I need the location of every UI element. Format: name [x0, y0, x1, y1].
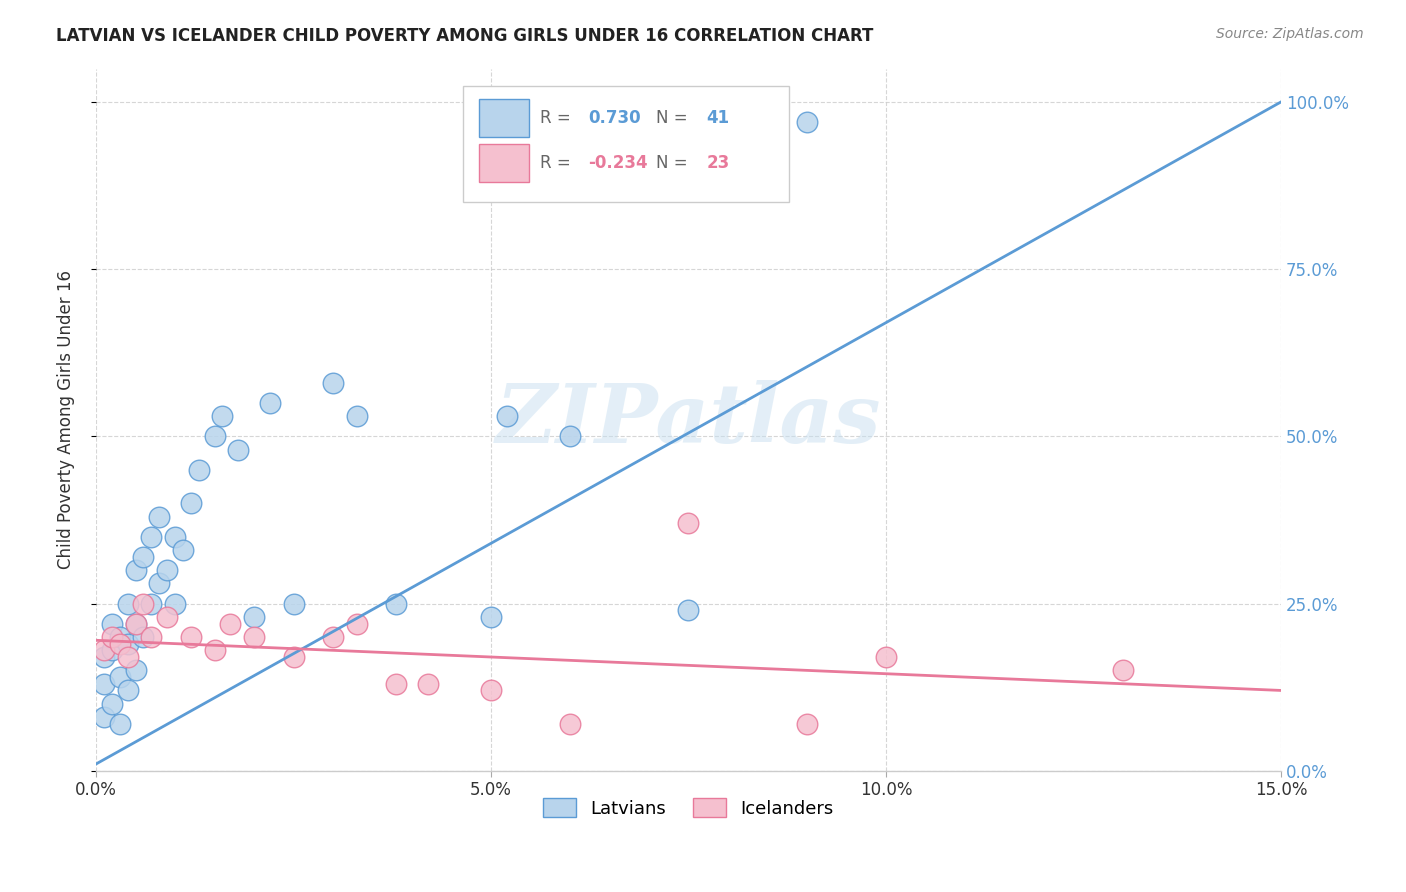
Point — [204, 429, 226, 443]
Point — [132, 630, 155, 644]
Point — [283, 597, 305, 611]
Point — [211, 409, 233, 424]
Text: -0.234: -0.234 — [588, 154, 647, 172]
Point — [180, 496, 202, 510]
Point — [322, 376, 344, 390]
Text: R =: R = — [540, 154, 576, 172]
Point — [796, 115, 818, 129]
Point — [101, 643, 124, 657]
Point — [163, 597, 186, 611]
Point — [124, 563, 146, 577]
Point — [346, 409, 368, 424]
FancyBboxPatch shape — [479, 145, 529, 182]
Point — [117, 683, 139, 698]
Point — [678, 516, 700, 531]
Point — [226, 442, 249, 457]
Y-axis label: Child Poverty Among Girls Under 16: Child Poverty Among Girls Under 16 — [58, 270, 75, 569]
Point — [495, 409, 517, 424]
FancyBboxPatch shape — [479, 99, 529, 136]
Point — [219, 616, 242, 631]
Point — [322, 630, 344, 644]
Point — [93, 677, 115, 691]
Text: Source: ZipAtlas.com: Source: ZipAtlas.com — [1216, 27, 1364, 41]
Text: LATVIAN VS ICELANDER CHILD POVERTY AMONG GIRLS UNDER 16 CORRELATION CHART: LATVIAN VS ICELANDER CHILD POVERTY AMONG… — [56, 27, 873, 45]
Point — [796, 717, 818, 731]
Text: 23: 23 — [706, 154, 730, 172]
Point — [172, 543, 194, 558]
Point — [101, 630, 124, 644]
Point — [141, 530, 163, 544]
Point — [558, 717, 581, 731]
Point — [479, 610, 502, 624]
Point — [101, 616, 124, 631]
Point — [141, 630, 163, 644]
Text: 0.730: 0.730 — [588, 109, 640, 127]
Point — [156, 610, 179, 624]
Point — [148, 576, 170, 591]
Point — [558, 429, 581, 443]
Point — [204, 643, 226, 657]
Point — [141, 597, 163, 611]
Point — [117, 597, 139, 611]
Text: ZIPatlas: ZIPatlas — [496, 380, 882, 459]
Point — [108, 717, 131, 731]
Point — [117, 650, 139, 665]
Point — [187, 463, 209, 477]
Point — [1112, 664, 1135, 678]
Point — [132, 597, 155, 611]
Text: N =: N = — [657, 154, 693, 172]
Point — [124, 616, 146, 631]
Text: 41: 41 — [706, 109, 730, 127]
Point — [180, 630, 202, 644]
Text: N =: N = — [657, 109, 693, 127]
Point — [385, 597, 408, 611]
Point — [385, 677, 408, 691]
Point — [163, 530, 186, 544]
Point — [259, 396, 281, 410]
Point — [108, 637, 131, 651]
Point — [132, 549, 155, 564]
Point — [108, 670, 131, 684]
Text: R =: R = — [540, 109, 576, 127]
Point — [108, 630, 131, 644]
Point — [678, 603, 700, 617]
Point — [93, 710, 115, 724]
Point — [346, 616, 368, 631]
Point — [243, 610, 266, 624]
Point — [156, 563, 179, 577]
Point — [93, 643, 115, 657]
Point — [479, 683, 502, 698]
Point — [148, 509, 170, 524]
Point — [416, 677, 439, 691]
FancyBboxPatch shape — [464, 86, 789, 202]
Point — [875, 650, 897, 665]
Legend: Latvians, Icelanders: Latvians, Icelanders — [536, 791, 841, 825]
Point — [124, 616, 146, 631]
Point — [93, 650, 115, 665]
Point — [117, 637, 139, 651]
Point — [101, 697, 124, 711]
Point — [283, 650, 305, 665]
Point — [124, 664, 146, 678]
Point — [243, 630, 266, 644]
